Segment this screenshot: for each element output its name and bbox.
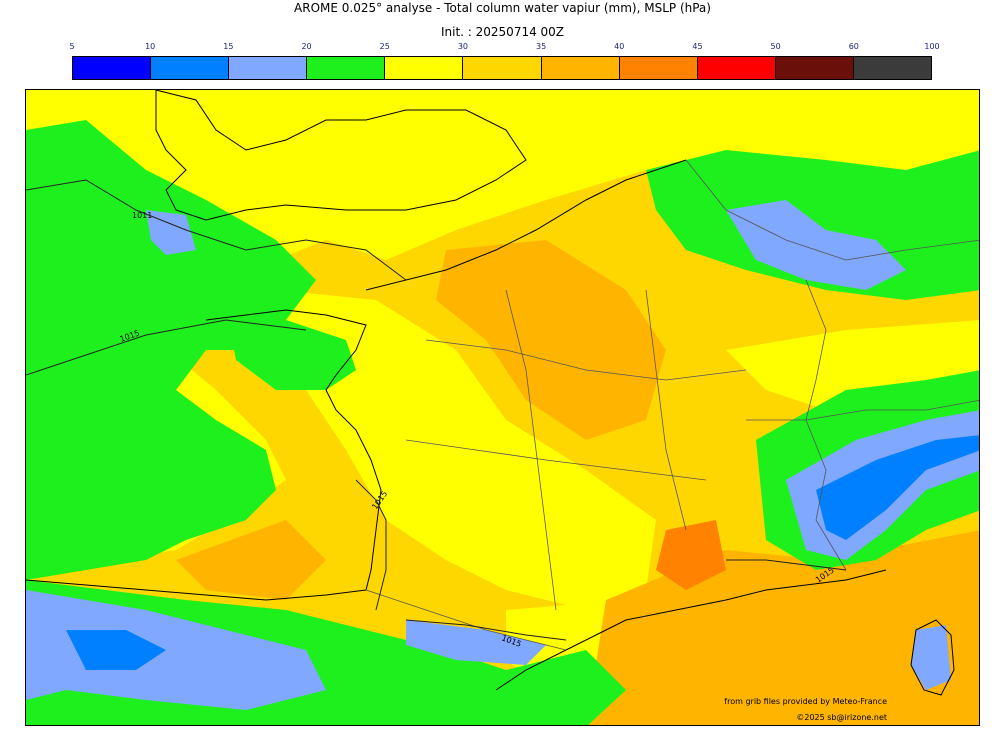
- colorbar-tick: 45: [692, 42, 703, 51]
- border-rhine: [805, 279, 827, 421]
- colorbar-segment: [463, 57, 542, 79]
- field-yellow-central: [276, 290, 656, 610]
- colorbar-segment: [73, 57, 152, 79]
- field-blue-corsica: [911, 625, 951, 690]
- colorbar-tick: 15: [223, 42, 234, 51]
- colorbar-tick: 30: [457, 42, 468, 51]
- coastline-brittany: [205, 309, 367, 411]
- colorbar-tick: 60: [848, 42, 859, 51]
- colorbar-segment: [619, 57, 698, 79]
- colorbar-segment: [775, 57, 854, 79]
- colorbar-tick: 5: [69, 42, 75, 51]
- map-panel: 1011 1015 1015 1015 1015: [25, 89, 980, 726]
- colorbar-segment: [151, 57, 230, 79]
- colorbar-tick: 35: [535, 42, 547, 51]
- isobar-1015-pyrenees: [405, 619, 567, 641]
- field-yellow-north: [26, 90, 979, 260]
- field-blue-wales: [146, 210, 196, 255]
- water-vapour-map: 1011 1015 1015 1015 1015: [26, 90, 979, 725]
- field-blue-pyrenees-east: [406, 620, 546, 665]
- coastline-spain-north: [26, 579, 367, 601]
- field-blue-pyrenees-core: [66, 630, 166, 670]
- colorbar-tick: 20: [301, 42, 312, 51]
- colorbar-segment: [697, 57, 776, 79]
- colorbar-segment: [307, 57, 386, 79]
- field-orange-centre: [436, 240, 666, 440]
- coastline-biscay: [335, 409, 382, 591]
- init-time: Init. : 20250714 00Z: [440, 25, 565, 39]
- colorbar-segment: [853, 57, 932, 79]
- field-blue-benelux: [726, 200, 906, 290]
- credit-source: from grib files provided by Meteo-France: [724, 697, 887, 706]
- coastline-corsica: [910, 619, 955, 696]
- isobar-1015-biscay: [355, 479, 387, 611]
- field-green-atlantic: [26, 120, 316, 580]
- isobar-label-1011: 1011: [132, 211, 152, 220]
- colorbar-segment: [385, 57, 464, 79]
- field-blue-pyrenees: [26, 590, 326, 710]
- field-blue-alps-core: [816, 435, 979, 540]
- isobar-1011: [26, 179, 407, 281]
- colorbar-tick: 25: [379, 42, 390, 51]
- border-swiss: [746, 399, 979, 421]
- coastline-med: [495, 569, 887, 691]
- borders: [365, 159, 979, 651]
- border-pyrenees: [365, 589, 567, 651]
- credit-copyright: ©2025 sb@irizone.net: [796, 713, 887, 722]
- isobar-1015-alps: [726, 559, 847, 571]
- border-region-2: [405, 439, 707, 481]
- colorbar-tick: 40: [614, 42, 625, 51]
- border-region-3: [505, 289, 557, 611]
- border-italy: [805, 419, 847, 571]
- border-region-4: [645, 289, 687, 531]
- coastline-france-north: [365, 159, 687, 291]
- colorbar-tick: 100: [924, 42, 940, 51]
- coastline-uk: [155, 90, 527, 221]
- colorbar-tick: 10: [145, 42, 156, 51]
- isobars: [26, 179, 847, 641]
- field-orange-gulf: [656, 520, 726, 590]
- field-orange-south: [176, 520, 326, 600]
- field-green-brittany: [226, 310, 356, 390]
- border-region-1: [425, 339, 747, 381]
- map-title: AROME 0.025° analyse - Total column wate…: [294, 1, 711, 15]
- coastlines: [26, 90, 955, 696]
- colorbar-segment: [229, 57, 308, 79]
- border-benelux: [685, 159, 979, 261]
- colorbar-tick: 50: [770, 42, 781, 51]
- colorbar: [72, 56, 932, 80]
- colorbar-segment: [541, 57, 620, 79]
- isobar-1015-west: [26, 319, 307, 376]
